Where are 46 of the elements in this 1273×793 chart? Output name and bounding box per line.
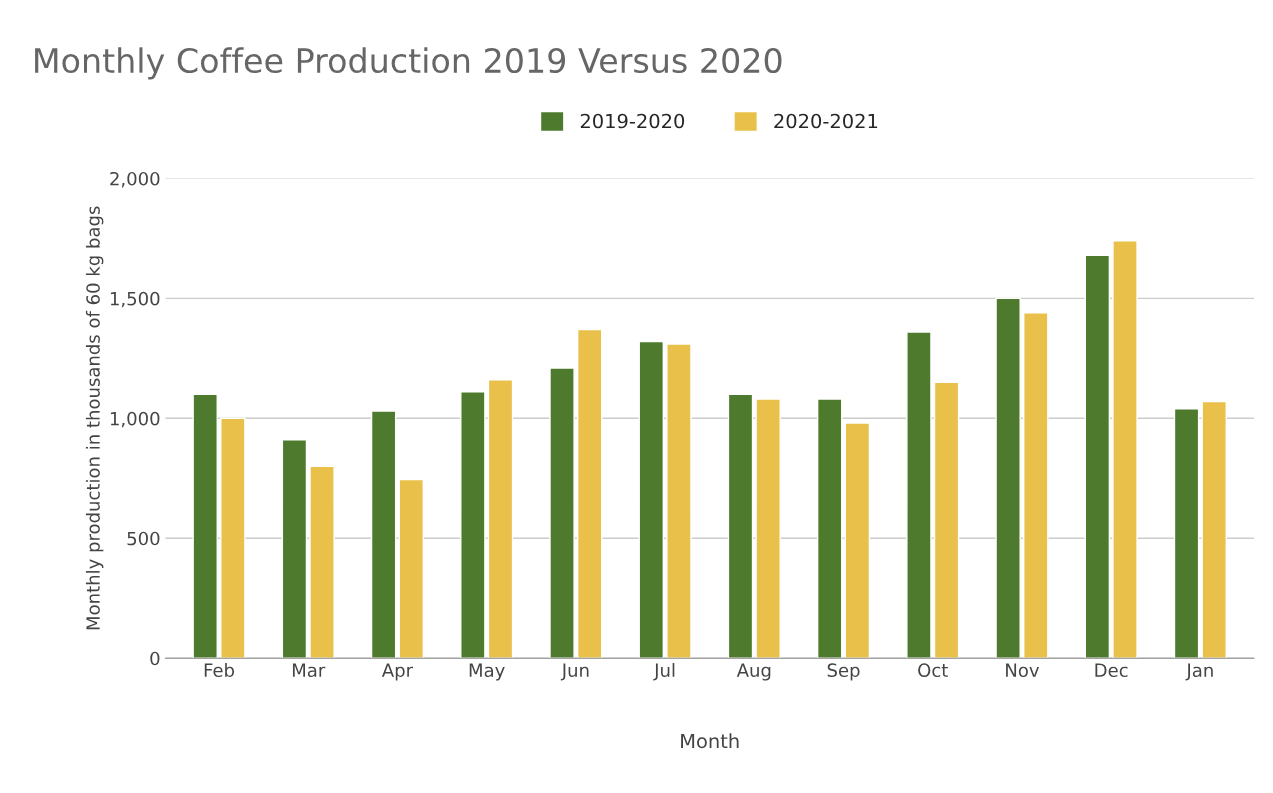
x-tick-label: Jun	[560, 663, 589, 681]
bar	[995, 297, 1021, 659]
bar	[844, 422, 871, 659]
x-tick-label: Jan	[1185, 663, 1213, 681]
x-tick-label: Jul	[653, 663, 675, 681]
bar	[398, 478, 425, 659]
bar	[1201, 400, 1227, 659]
x-tick-label: Dec	[1095, 663, 1128, 678]
bar	[192, 393, 218, 659]
y-tick-label: 2,000	[110, 171, 160, 188]
y-tick-label: 1,500	[110, 291, 160, 308]
bar	[487, 379, 514, 659]
bar	[1173, 408, 1200, 659]
x-tick-label: Apr	[381, 663, 414, 681]
y-tick-label: 500	[127, 531, 160, 546]
bar	[281, 439, 308, 659]
bar	[549, 367, 575, 659]
bar	[1023, 312, 1049, 659]
bar	[816, 398, 843, 659]
chart-title: Monthly Coffee Production 2019 Versus 2020	[35, 47, 782, 80]
bar	[1084, 254, 1111, 659]
x-tick-label: May	[469, 663, 505, 681]
legend-label: 2020-2021	[774, 113, 878, 129]
bar	[666, 343, 692, 659]
bar	[933, 381, 960, 659]
x-tick-label: Feb	[204, 663, 235, 678]
legend-label: 2019-2020	[580, 113, 685, 129]
bar	[460, 391, 486, 659]
x-tick-label: Sep	[827, 663, 860, 681]
bar	[370, 410, 397, 659]
y-tick-label: 0	[150, 651, 160, 666]
y-tick-label: 1,000	[110, 411, 160, 428]
bar	[220, 417, 246, 659]
x-tick-label: Aug	[736, 663, 771, 681]
bar	[638, 340, 665, 659]
x-tick-label: Oct	[918, 663, 948, 678]
x-axis-title: Month	[681, 733, 739, 749]
x-tick-label: Nov	[1006, 663, 1040, 678]
bar	[576, 328, 603, 659]
x-tick-label: Mar	[292, 663, 326, 678]
bar	[727, 393, 754, 659]
bar	[1112, 240, 1138, 659]
bar	[906, 331, 932, 659]
bar	[309, 465, 335, 659]
y-axis-title: Monthly production in thousands of 60 kg bags	[85, 206, 104, 630]
bar	[755, 398, 781, 659]
